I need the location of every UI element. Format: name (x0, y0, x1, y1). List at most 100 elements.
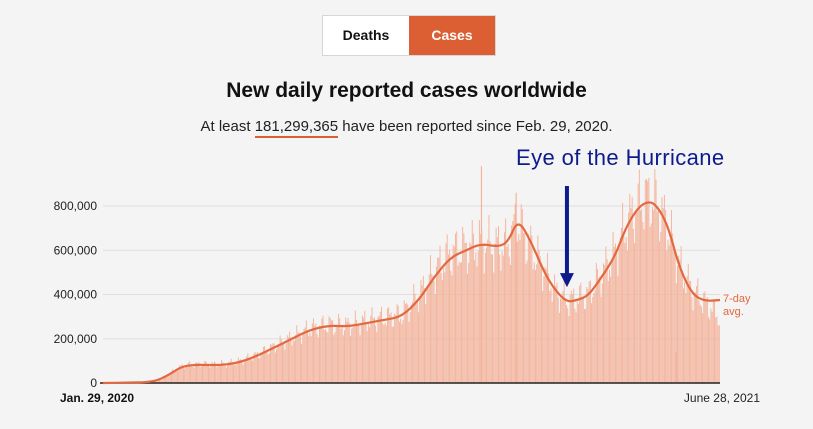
deaths-tab[interactable]: Deaths (323, 16, 409, 55)
daily-bar (188, 361, 190, 383)
total-count: 181,299,365 (254, 118, 339, 138)
daily-bar (396, 304, 398, 383)
y-tick-label: 600,000 (54, 243, 98, 257)
daily-bar (370, 315, 372, 383)
daily-bar (237, 357, 239, 383)
daily-bar (321, 318, 323, 383)
daily-bar (430, 255, 431, 383)
daily-bar (319, 325, 320, 383)
legend-label-line1: 7-day (723, 293, 751, 305)
daily-bar (703, 292, 705, 383)
daily-bar (412, 301, 414, 383)
daily-bar (669, 238, 671, 383)
daily-bar (157, 380, 159, 383)
daily-bar (438, 257, 440, 383)
daily-bar (626, 250, 628, 383)
daily-bar (345, 317, 347, 383)
daily-bar (250, 359, 252, 383)
daily-bar (277, 346, 279, 383)
daily-bar (395, 315, 397, 383)
daily-bar (289, 331, 291, 383)
daily-bar (585, 309, 587, 383)
daily-bar (519, 240, 521, 383)
daily-bar (662, 208, 664, 383)
daily-bar (365, 322, 367, 383)
daily-bar (310, 336, 312, 383)
daily-bar (273, 343, 275, 383)
daily-bar (715, 317, 717, 383)
daily-bar (382, 323, 384, 383)
daily-bar (619, 237, 621, 383)
daily-bar (247, 353, 249, 383)
daily-bar (586, 287, 588, 383)
daily-bar (165, 375, 166, 383)
daily-bar (582, 296, 584, 383)
daily-bar (283, 342, 285, 383)
daily-bar (293, 341, 295, 383)
x-start-label: Jan. 29, 2020 (60, 391, 134, 405)
daily-bar (224, 363, 226, 383)
daily-bar (551, 301, 553, 383)
daily-bar (427, 288, 429, 383)
daily-bar (178, 367, 180, 383)
daily-bar (562, 291, 564, 383)
daily-bar (636, 211, 638, 383)
daily-bar (352, 327, 354, 383)
daily-bar (397, 305, 399, 383)
daily-bar (360, 323, 362, 383)
daily-bar (209, 367, 211, 383)
daily-bar (480, 234, 482, 383)
daily-bar (313, 318, 314, 383)
daily-bar (458, 261, 460, 383)
daily-bar (202, 364, 203, 383)
daily-bar (441, 280, 443, 383)
daily-bar (478, 220, 480, 383)
daily-bar (558, 312, 560, 383)
daily-bar (159, 379, 161, 383)
daily-bar-spike (480, 166, 483, 383)
daily-bar (661, 197, 663, 383)
daily-bar (666, 250, 668, 383)
daily-bar (654, 169, 656, 383)
daily-bar (181, 364, 183, 383)
daily-bar (546, 252, 548, 383)
daily-bar (589, 280, 591, 383)
daily-bar (379, 311, 381, 383)
daily-bar (612, 231, 614, 383)
daily-bar (641, 208, 643, 383)
daily-bar (533, 262, 535, 383)
daily-bar (227, 364, 229, 383)
daily-bar (574, 308, 576, 383)
daily-bar (407, 304, 409, 383)
daily-bar (712, 299, 714, 383)
daily-bar (301, 343, 303, 383)
daily-bar (280, 339, 282, 383)
daily-bar (600, 296, 602, 383)
daily-bar (218, 365, 220, 383)
daily-bar (643, 229, 645, 383)
daily-bar (249, 359, 251, 383)
daily-bar (439, 245, 441, 383)
daily-bar (322, 315, 324, 383)
daily-bar (635, 210, 637, 383)
daily-bar (432, 275, 434, 383)
daily-bar (493, 272, 495, 383)
daily-bar (449, 249, 451, 383)
daily-bar (681, 270, 683, 383)
daily-bar (304, 327, 306, 383)
daily-bar (471, 220, 473, 383)
daily-bar (577, 304, 579, 383)
daily-bar (699, 304, 701, 383)
cases-tab[interactable]: Cases (409, 16, 495, 55)
daily-bar (580, 282, 582, 383)
daily-bar (315, 323, 317, 383)
annotation-label: Eye of the Hurricane (516, 145, 725, 170)
daily-bar (437, 257, 439, 383)
daily-bar (307, 332, 309, 383)
daily-bar (194, 362, 196, 383)
daily-bar (434, 294, 436, 383)
daily-bar (285, 343, 287, 383)
daily-bar (248, 358, 250, 383)
daily-bar (496, 237, 498, 383)
daily-bar (595, 262, 597, 383)
